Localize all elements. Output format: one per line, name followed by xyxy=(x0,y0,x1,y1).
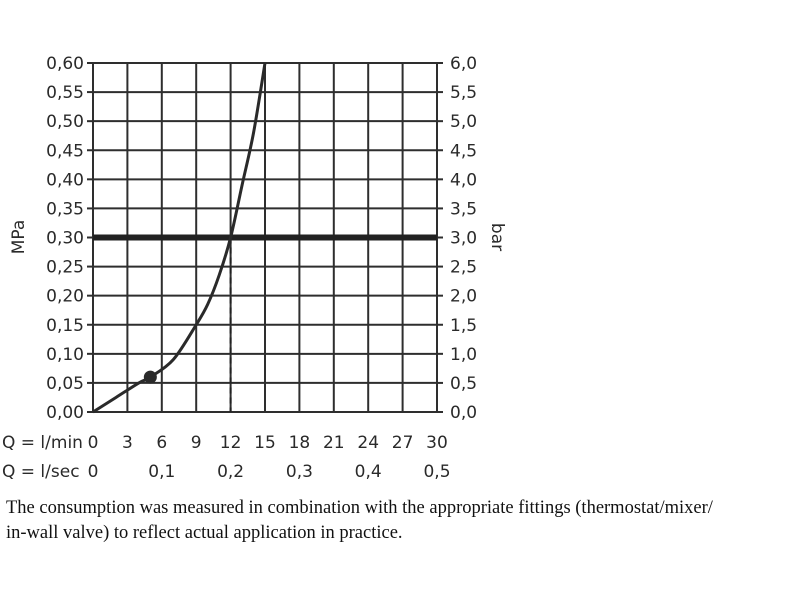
y-right-tick-label: 2,5 xyxy=(450,258,477,278)
x-lsec-tick-label: 0,3 xyxy=(286,462,313,482)
y-left-tick-label: 0,30 xyxy=(46,229,84,249)
x-lmin-tick-label: 12 xyxy=(220,433,242,453)
y-right-tick-labels: 0,0 0,5 1,0 1,5 2,0 2,5 3,0 3,5 4,0 4,5 5,0 5,5 6,0 xyxy=(450,54,477,423)
y-right-tick-label: 3,0 xyxy=(450,229,477,249)
x-lmin-tick-label: 15 xyxy=(254,433,276,453)
data-marker xyxy=(143,370,157,384)
x-lmin-tick-label: 24 xyxy=(357,433,379,453)
x-lsec-tick-label: 0,2 xyxy=(217,462,244,482)
x-lmin-tick-label: 6 xyxy=(156,433,167,453)
y-left-tick-label: 0,50 xyxy=(46,112,84,132)
y-right-tick-label: 5,0 xyxy=(450,112,477,132)
caption-line-2: in-wall valve) to reflect actual applica… xyxy=(6,523,403,543)
x-lmin-axis-title: Q = l/min xyxy=(2,433,83,453)
y-left-axis-title: MPa xyxy=(9,220,29,255)
y-left-tick-label: 0,60 xyxy=(46,54,84,74)
x-lmin-tick-label: 21 xyxy=(323,433,345,453)
y-left-tick-labels: 0,00 0,05 0,10 0,15 0,20 0,25 0,30 0,35 0,40 0,45… xyxy=(46,54,84,423)
x-lsec-axis-title: Q = l/sec xyxy=(2,462,80,482)
x-lsec-tick-label: 0 xyxy=(88,462,99,482)
x-lmin-tick-label: 27 xyxy=(392,433,414,453)
x-lsec-tick-label: 0,5 xyxy=(423,462,450,482)
x-lmin-tick-label: 3 xyxy=(122,433,133,453)
y-right-tick-label: 3,5 xyxy=(450,199,477,219)
x-lmin-tick-labels: 0 3 6 9 12 15 18 21 24 27 30 xyxy=(88,433,448,453)
x-lmin-tick-label: 0 xyxy=(88,433,99,453)
y-left-tick-label: 0,45 xyxy=(46,141,84,161)
y-right-tick-label: 1,5 xyxy=(450,316,477,336)
y-left-tick-label: 0,55 xyxy=(46,83,84,103)
x-lmin-tick-label: 18 xyxy=(289,433,311,453)
y-right-tick-label: 4,0 xyxy=(450,170,477,190)
y-right-tick-label: 2,0 xyxy=(450,287,477,307)
x-lmin-tick-label: 9 xyxy=(191,433,202,453)
caption-line-1: The consumption was measured in combinat… xyxy=(6,498,713,518)
y-left-tick-label: 0,10 xyxy=(46,345,84,365)
x-lsec-tick-label: 0,4 xyxy=(355,462,382,482)
marker-dot xyxy=(143,370,157,384)
caption: The consumption was measured in combinat… xyxy=(6,496,796,546)
y-right-tick-label: 1,0 xyxy=(450,345,477,365)
y-right-axis-title: bar xyxy=(487,223,507,251)
y-left-tick-label: 0,00 xyxy=(46,403,84,423)
series-line xyxy=(92,62,267,414)
y-left-tick-label: 0,15 xyxy=(46,316,84,336)
y-left-tick-label: 0,40 xyxy=(46,170,84,190)
x-lsec-tick-label: 0,1 xyxy=(148,462,175,482)
y-right-tick-label: 0,5 xyxy=(450,374,477,394)
y-left-tick-label: 0,20 xyxy=(46,287,84,307)
y-right-tick-label: 6,0 xyxy=(450,54,477,74)
x-lsec-tick-labels: 0 0,1 0,2 0,3 0,4 0,5 xyxy=(88,462,451,482)
y-right-tick-label: 5,5 xyxy=(450,83,477,103)
y-left-tick-label: 0,35 xyxy=(46,199,84,219)
x-lmin-tick-label: 30 xyxy=(426,433,448,453)
y-right-tick-label: 4,5 xyxy=(450,141,477,161)
series-curve xyxy=(92,62,267,414)
y-left-tick-label: 0,25 xyxy=(46,258,84,278)
flow-pressure-chart: 0,000,050,100,150,200,250,300,350,400,45… xyxy=(2,54,507,482)
y-left-tick-label: 0,05 xyxy=(46,374,84,394)
y-right-tick-label: 0,0 xyxy=(450,403,477,423)
